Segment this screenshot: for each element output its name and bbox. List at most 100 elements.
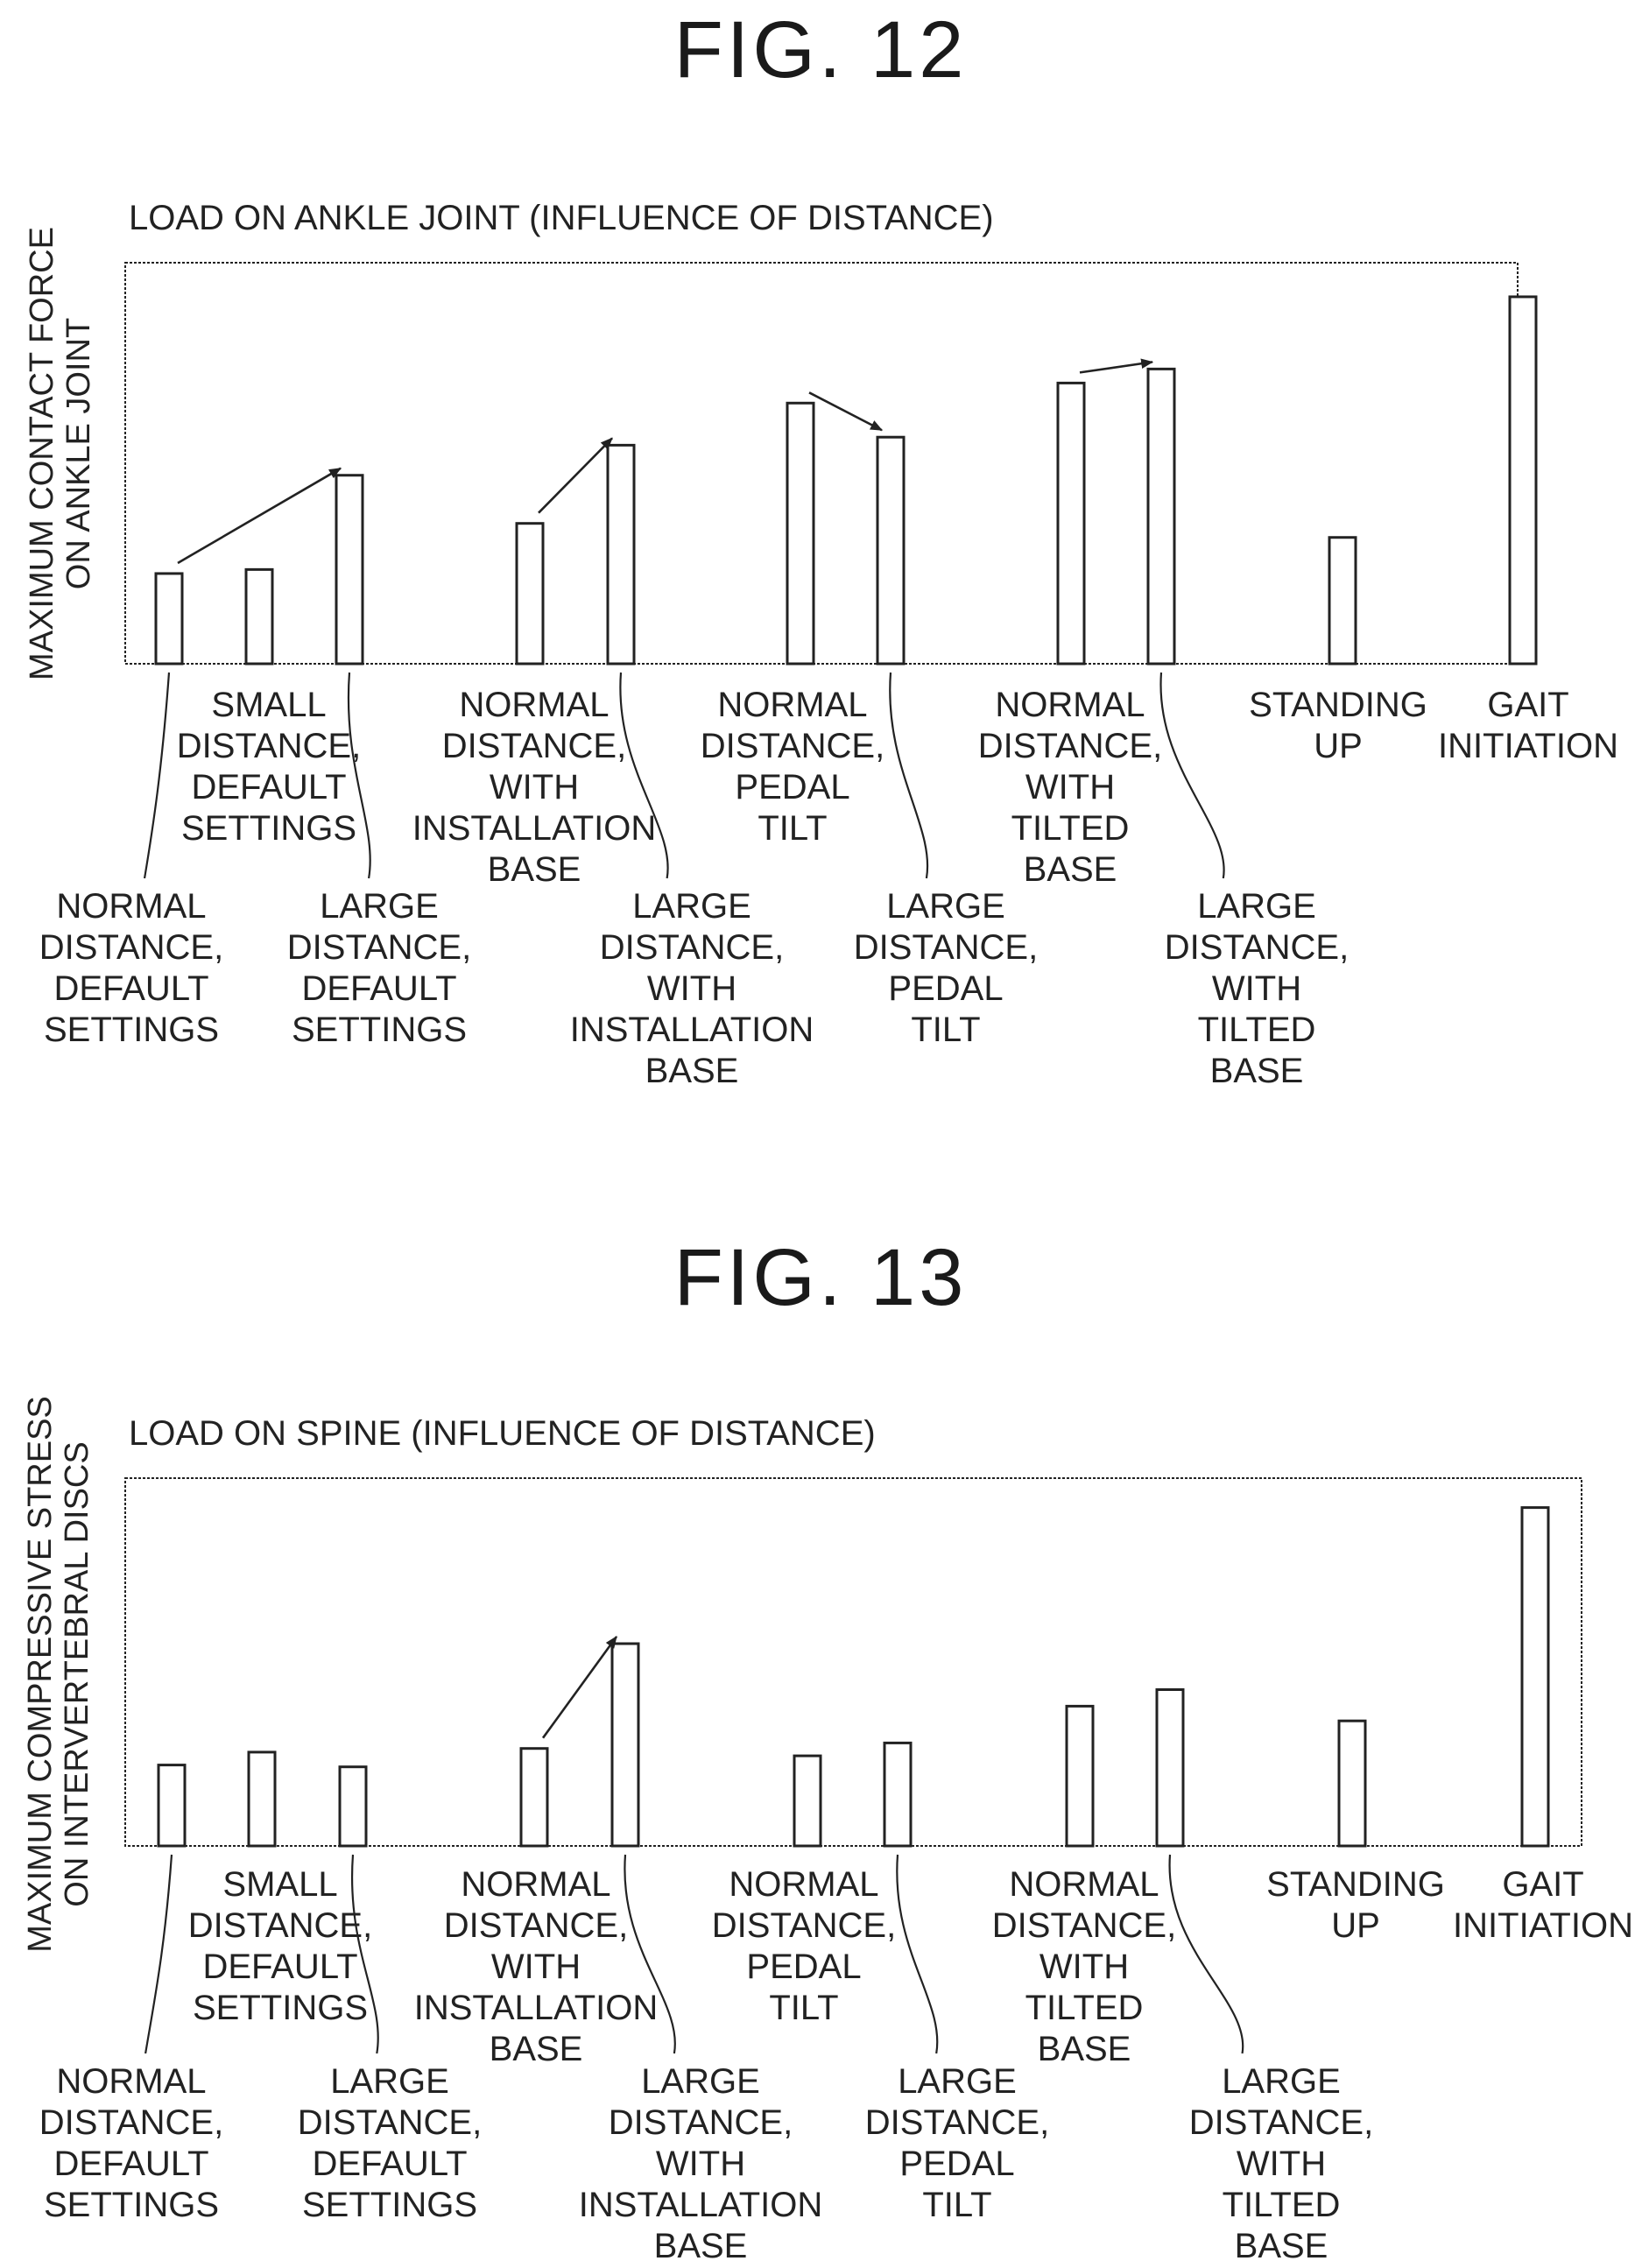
- figure-13-label: FIG. 13: [674, 1233, 968, 1322]
- trend-arrow: [1079, 358, 1154, 374]
- tick-label: GAIT: [1487, 686, 1568, 724]
- y-axis-label: MAXIMUM COMPRESSIVE STRESS: [22, 1396, 59, 1953]
- tick-label: LARGE: [1222, 2062, 1341, 2101]
- tick-label: WITH: [1039, 1948, 1129, 1986]
- tick-label: DISTANCE,: [1189, 2103, 1373, 2142]
- tick-label: NORMAL: [459, 686, 609, 724]
- bar: [519, 1747, 549, 1848]
- leader-line: [1159, 672, 1225, 879]
- tick-label: TILTED: [1198, 1011, 1316, 1049]
- tick-label: DISTANCE,: [978, 727, 1162, 765]
- y-axis-label: ON INTERVERTEBRAL DISCS: [59, 1441, 95, 1906]
- ankle-joint-chart: LOAD ON ANKLE JOINT (INFLUENCE OF DISTAN…: [24, 199, 1618, 1090]
- y-axis-label: ON ANKLE JOINT: [60, 318, 97, 589]
- tick-label: DISTANCE,: [177, 727, 361, 765]
- bar: [338, 1765, 368, 1848]
- tick-label: DEFAULT: [191, 768, 346, 806]
- bar: [786, 401, 815, 666]
- tick-label: TILT: [911, 1011, 980, 1049]
- tick-label: INSTALLATION: [412, 809, 657, 848]
- tick-label: DISTANCE,: [701, 727, 884, 765]
- tick-label: WITH: [656, 2145, 745, 2183]
- tick-label: DISTANCE,: [1165, 928, 1349, 967]
- bar: [1056, 381, 1086, 666]
- tick-label: BASE: [1210, 1052, 1304, 1090]
- tick-label: NORMAL: [56, 887, 206, 926]
- tick-label: SMALL: [222, 1865, 337, 1904]
- trend-arrow: [177, 467, 342, 565]
- tick-label: SETTINGS: [302, 2186, 477, 2224]
- tick-label: UP: [1331, 1906, 1380, 1945]
- plot-frame: [124, 262, 1519, 665]
- spine-chart: LOAD ON SPINE (INFLUENCE OF DISTANCE) MAX…: [22, 1396, 1633, 2265]
- tick-label: TILT: [922, 2186, 991, 2224]
- tick-label: DISTANCE,: [39, 928, 223, 967]
- bar: [610, 1642, 640, 1848]
- tick-label: SMALL: [211, 686, 326, 724]
- tick-label: STANDING: [1266, 1865, 1445, 1904]
- tick-label: NORMAL: [461, 1865, 610, 1904]
- tick-label: DISTANCE,: [609, 2103, 793, 2142]
- tick-label: INITIATION: [1453, 1906, 1633, 1945]
- bar: [154, 572, 184, 666]
- trend-arrow: [538, 437, 613, 514]
- tick-label: NORMAL: [1009, 1865, 1159, 1904]
- tick-label: NORMAL: [729, 1865, 878, 1904]
- tick-label: PEDAL: [746, 1948, 861, 1986]
- bar: [1328, 536, 1357, 666]
- bar: [1337, 1719, 1367, 1848]
- leader-line: [1168, 1854, 1244, 2054]
- leader-line: [347, 672, 371, 879]
- trend-arrow: [541, 1636, 618, 1739]
- leader-line: [624, 1854, 676, 2054]
- chart-title: LOAD ON ANKLE JOINT (INFLUENCE OF DISTAN…: [129, 199, 994, 237]
- tick-label: DISTANCE,: [854, 928, 1038, 967]
- tick-label: LARGE: [641, 2062, 760, 2101]
- bar: [883, 1741, 913, 1848]
- tick-label: NORMAL: [717, 686, 867, 724]
- tick-label: STANDING: [1249, 686, 1427, 724]
- tick-label: BASE: [645, 1052, 739, 1090]
- bar: [1146, 367, 1176, 666]
- tick-label: DEFAULT: [53, 969, 208, 1008]
- leader-line: [896, 1854, 939, 2054]
- tick-label: BASE: [1038, 2030, 1131, 2068]
- bar: [606, 443, 636, 666]
- leader-line: [350, 1854, 379, 2054]
- tick-label: LARGE: [330, 2062, 449, 2101]
- y-axis-label: MAXIMUM CONTACT FORCE: [24, 227, 60, 680]
- bar: [1155, 1688, 1185, 1848]
- tick-label: DISTANCE,: [287, 928, 471, 967]
- bar: [247, 1750, 277, 1848]
- bar: [793, 1754, 822, 1848]
- tick-label: BASE: [1235, 2227, 1328, 2265]
- tick-label: BASE: [654, 2227, 748, 2265]
- tick-label: SETTINGS: [44, 1011, 219, 1049]
- tick-label: DISTANCE,: [39, 2103, 223, 2142]
- bar: [244, 567, 274, 666]
- tick-label: DISTANCE,: [865, 2103, 1049, 2142]
- leader-line: [619, 672, 669, 879]
- tick-label: TILT: [758, 809, 827, 848]
- tick-label: WITH: [647, 969, 736, 1008]
- tick-label: DISTANCE,: [298, 2103, 482, 2142]
- tick-label: PEDAL: [899, 2145, 1014, 2183]
- tick-label: SETTINGS: [181, 809, 356, 848]
- tick-label: LARGE: [632, 887, 751, 926]
- bar: [876, 435, 906, 666]
- tick-label: INSTALLATION: [579, 2186, 823, 2224]
